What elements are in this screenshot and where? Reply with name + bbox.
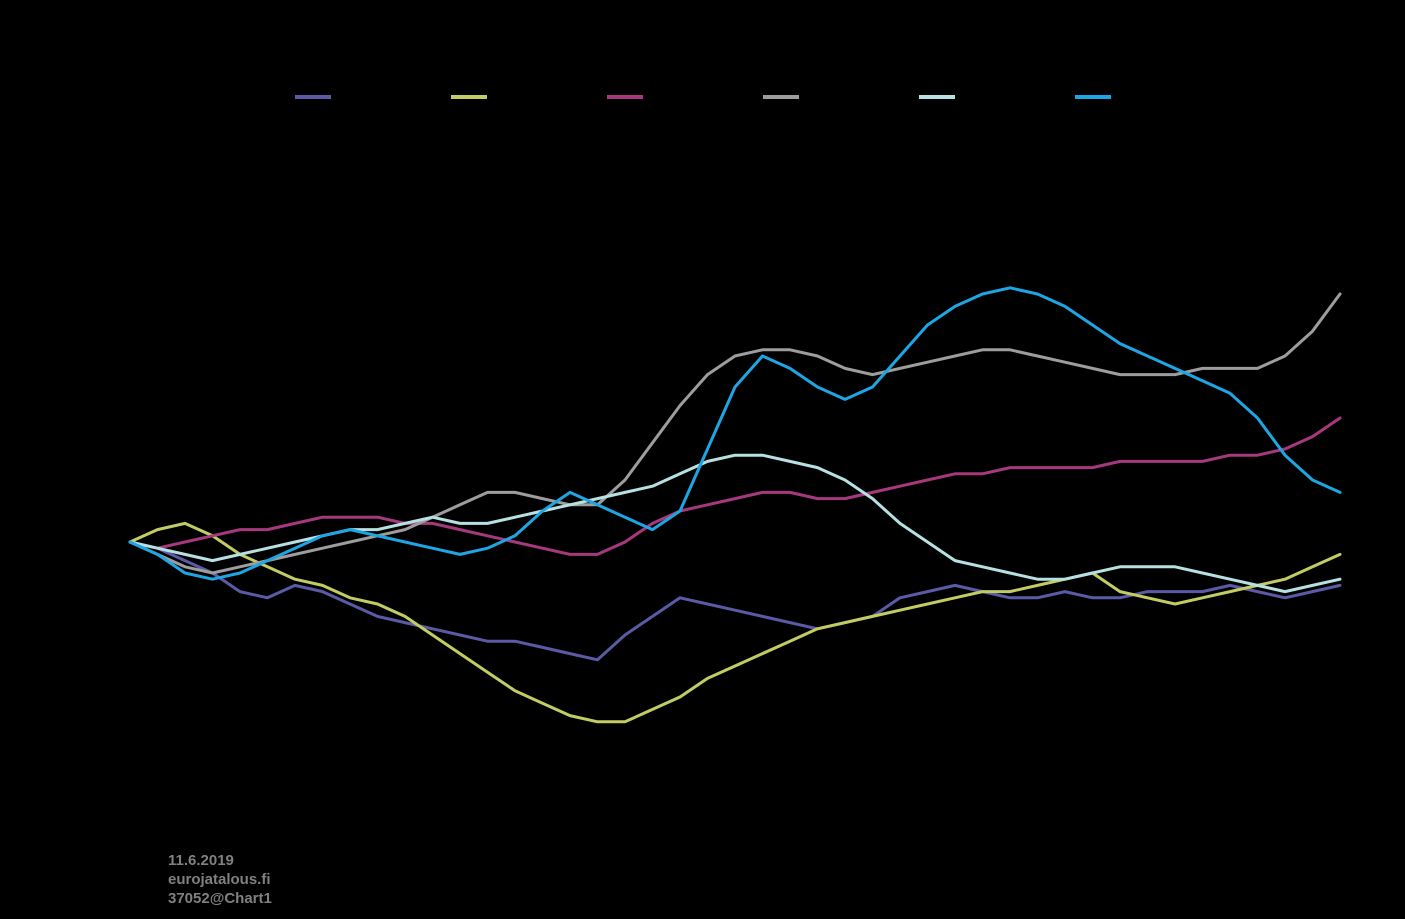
line-chart: 11.6.2019 eurojatalous.fi 37052@Chart1 xyxy=(0,0,1405,919)
footer-source: eurojatalous.fi xyxy=(168,871,272,890)
chart-plot-area xyxy=(0,0,1405,919)
series-line-6 xyxy=(130,288,1340,579)
footer-id: 37052@Chart1 xyxy=(168,890,272,909)
chart-footer: 11.6.2019 eurojatalous.fi 37052@Chart1 xyxy=(168,852,272,908)
footer-date: 11.6.2019 xyxy=(168,852,272,871)
series-line-3 xyxy=(130,418,1340,554)
series-line-2 xyxy=(130,523,1340,721)
series-line-4 xyxy=(130,294,1340,573)
series-line-5 xyxy=(130,455,1340,591)
